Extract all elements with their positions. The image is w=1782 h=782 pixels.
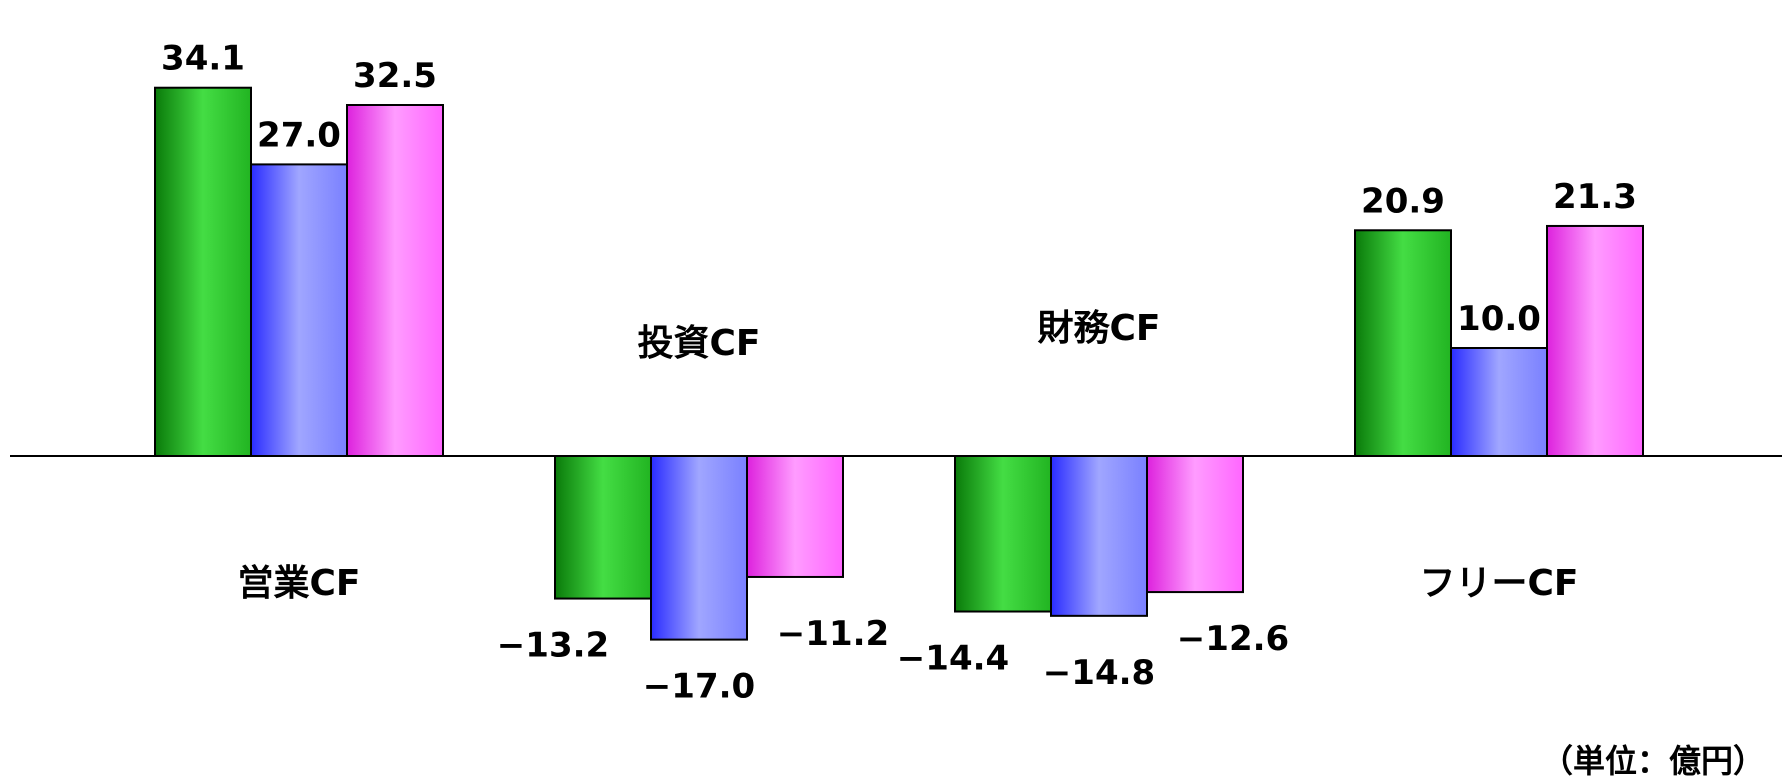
value-label-3-series-3: −12.6 — [1177, 619, 1289, 659]
bar-4-series-3 — [1547, 226, 1643, 456]
value-label-2-series-1: −13.2 — [497, 626, 609, 666]
value-label-4-series-2: 10.0 — [1457, 299, 1541, 339]
value-label-4-series-1: 20.9 — [1361, 181, 1445, 221]
bar-1-series-3 — [347, 105, 443, 456]
value-label-1-series-2: 27.0 — [257, 115, 341, 155]
bar-group — [155, 88, 1643, 640]
bar-4-series-1 — [1355, 230, 1451, 456]
value-label-3-series-2: −14.8 — [1043, 653, 1155, 693]
bar-3-series-1 — [955, 456, 1051, 612]
bar-1-series-1 — [155, 88, 251, 456]
bar-1-series-2 — [251, 164, 347, 456]
value-label-2-series-2: −17.0 — [643, 667, 755, 707]
value-label-1-series-3: 32.5 — [353, 56, 437, 96]
unit-label: （単位：億円） — [1541, 742, 1765, 780]
bar-3-series-3 — [1147, 456, 1243, 592]
value-label-3-series-1: −14.4 — [897, 639, 1009, 679]
category-label-1: 営業CF — [237, 563, 360, 604]
value-label-4-series-3: 21.3 — [1553, 177, 1637, 217]
bar-3-series-2 — [1051, 456, 1147, 616]
bar-2-series-1 — [555, 456, 651, 599]
bar-2-series-3 — [747, 456, 843, 577]
category-label-2: 投資CF — [637, 323, 760, 364]
value-label-1-series-1: 34.1 — [161, 39, 245, 79]
category-label-3: 財務CF — [1037, 308, 1160, 349]
category-label-4: フリーCF — [1419, 563, 1578, 604]
value-label-2-series-3: −11.2 — [777, 614, 889, 654]
bar-4-series-2 — [1451, 348, 1547, 456]
bar-2-series-2 — [651, 456, 747, 640]
